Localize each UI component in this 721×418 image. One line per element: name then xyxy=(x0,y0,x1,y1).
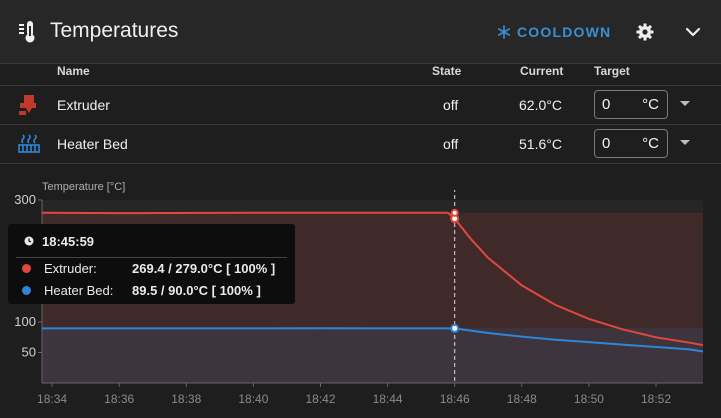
table-row: Extruder off 62.0°C 0 °C xyxy=(0,86,721,125)
y-tick-label: 300 xyxy=(14,192,36,207)
legend-dot xyxy=(22,286,31,295)
x-tick-label: 18:40 xyxy=(238,392,268,406)
target-unit: °C xyxy=(642,135,659,152)
clock-icon xyxy=(24,236,34,246)
tooltip-label: Extruder: xyxy=(44,261,97,276)
column-name: Name xyxy=(57,64,90,78)
chart-y-axis-label: Temperature [°C] xyxy=(42,181,126,193)
cursor-point-heater-bed xyxy=(450,323,460,333)
series-line-extruder xyxy=(41,211,704,347)
y-tick-label: 50 xyxy=(22,345,36,360)
snowflake-icon xyxy=(497,25,510,39)
target-value: 0 xyxy=(602,96,611,113)
heater-name: Extruder xyxy=(57,97,110,113)
target-input[interactable]: 0 °C xyxy=(594,90,668,119)
cooldown-button[interactable]: COOLDOWN xyxy=(497,24,611,40)
legend-dot xyxy=(22,264,31,273)
target-value: 0 xyxy=(602,135,611,152)
chevron-down-icon[interactable] xyxy=(684,24,702,40)
target-dropdown-arrow[interactable] xyxy=(680,140,690,145)
x-tick-label: 18:48 xyxy=(507,392,537,406)
gear-icon[interactable] xyxy=(636,23,654,41)
tooltip-label: Heater Bed: xyxy=(44,283,114,298)
tooltip-value: 89.5 / 90.0°C [ 100% ] xyxy=(132,283,261,298)
thermometer-icon xyxy=(19,21,35,43)
heater-bed-icon xyxy=(18,134,40,153)
column-current: Current xyxy=(520,64,564,78)
cooldown-label: COOLDOWN xyxy=(517,24,612,40)
x-tick-label: 18:44 xyxy=(373,392,403,406)
extruder-icon xyxy=(19,95,36,115)
y-tick-label: 100 xyxy=(14,314,36,329)
x-tick-label: 18:42 xyxy=(305,392,335,406)
x-tick-label: 18:50 xyxy=(574,392,604,406)
heater-current: 51.6°C xyxy=(519,136,562,152)
panel-title: Temperatures xyxy=(50,19,179,42)
target-input[interactable]: 0 °C xyxy=(594,129,668,158)
column-target: Target xyxy=(594,64,630,78)
chart-tooltip: 18:45:59 Extruder: 269.4 / 279.0°C [ 100… xyxy=(8,224,295,304)
tooltip-value: 269.4 / 279.0°C [ 100% ] xyxy=(132,261,276,276)
target-unit: °C xyxy=(642,96,659,113)
tooltip-time: 18:45:59 xyxy=(42,234,95,249)
heater-name: Heater Bed xyxy=(57,136,128,152)
target-area-heater-bed xyxy=(42,328,703,383)
table-header: Name State Current Target xyxy=(0,63,721,86)
x-tick-label: 18:46 xyxy=(440,392,470,406)
panel-header: Temperatures COOLDOWN xyxy=(0,0,721,64)
x-tick-label: 18:36 xyxy=(104,392,134,406)
x-tick-label: 18:38 xyxy=(171,392,201,406)
cursor-target-point-extruder xyxy=(450,208,459,217)
heater-state: off xyxy=(443,97,459,113)
table-row: Heater Bed off 51.6°C 0 °C xyxy=(0,125,721,164)
tooltip-divider xyxy=(16,257,287,258)
heater-state: off xyxy=(443,136,459,152)
series-line-heater-bed xyxy=(42,327,704,353)
x-tick-label: 18:34 xyxy=(37,392,67,406)
x-tick-label: 18:52 xyxy=(641,392,671,406)
heater-current: 62.0°C xyxy=(519,97,562,113)
column-state: State xyxy=(432,64,462,78)
target-dropdown-arrow[interactable] xyxy=(680,101,690,106)
